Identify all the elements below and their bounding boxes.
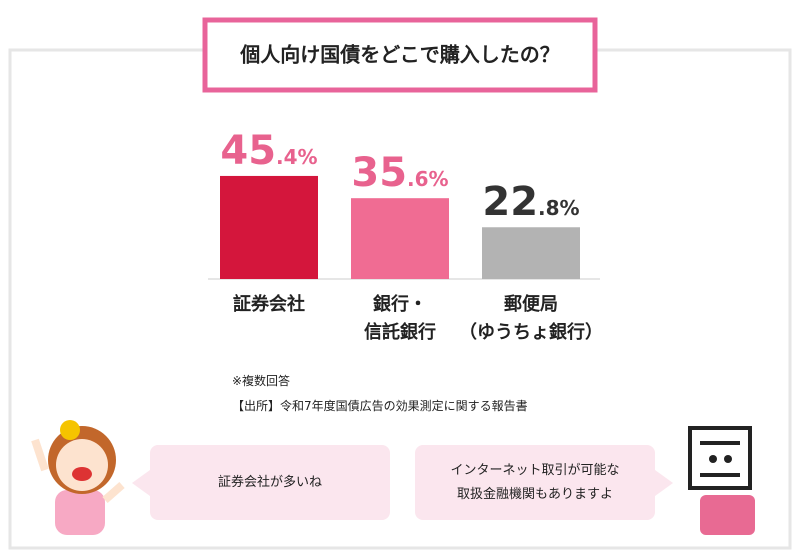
bar [351, 198, 449, 279]
bubble [415, 445, 655, 520]
bubble-tail [132, 470, 150, 496]
speech-text: インターネット取引が可能な 取扱金融機関もありますよ [450, 462, 620, 502]
value-label: 22.8% [482, 179, 579, 225]
note: ※複数回答 [232, 374, 291, 388]
bar [220, 175, 318, 279]
title-box [202, 17, 598, 93]
girl-character [31, 420, 125, 535]
value-label: 35.6% [351, 150, 448, 196]
x-tick-label: 銀行・ 信託銀行 [364, 294, 436, 343]
bar [482, 227, 580, 279]
x-tick-label: 郵便局 （ゆうちょ銀行） [459, 294, 603, 343]
value-label: 45.4% [220, 128, 317, 174]
bubble-tail [655, 470, 673, 496]
robot-character [688, 426, 755, 535]
x-tick-label: 証券会社 [233, 294, 305, 315]
note: 【出所】令和7年度国債広告の効果測定に関する報告書 [232, 399, 528, 413]
speech-text: 証券会社が多いね [217, 474, 322, 490]
frame [8, 48, 792, 550]
bubble [150, 445, 390, 520]
chart-title: 個人向け国債をどこで購入したの？ [239, 43, 559, 67]
